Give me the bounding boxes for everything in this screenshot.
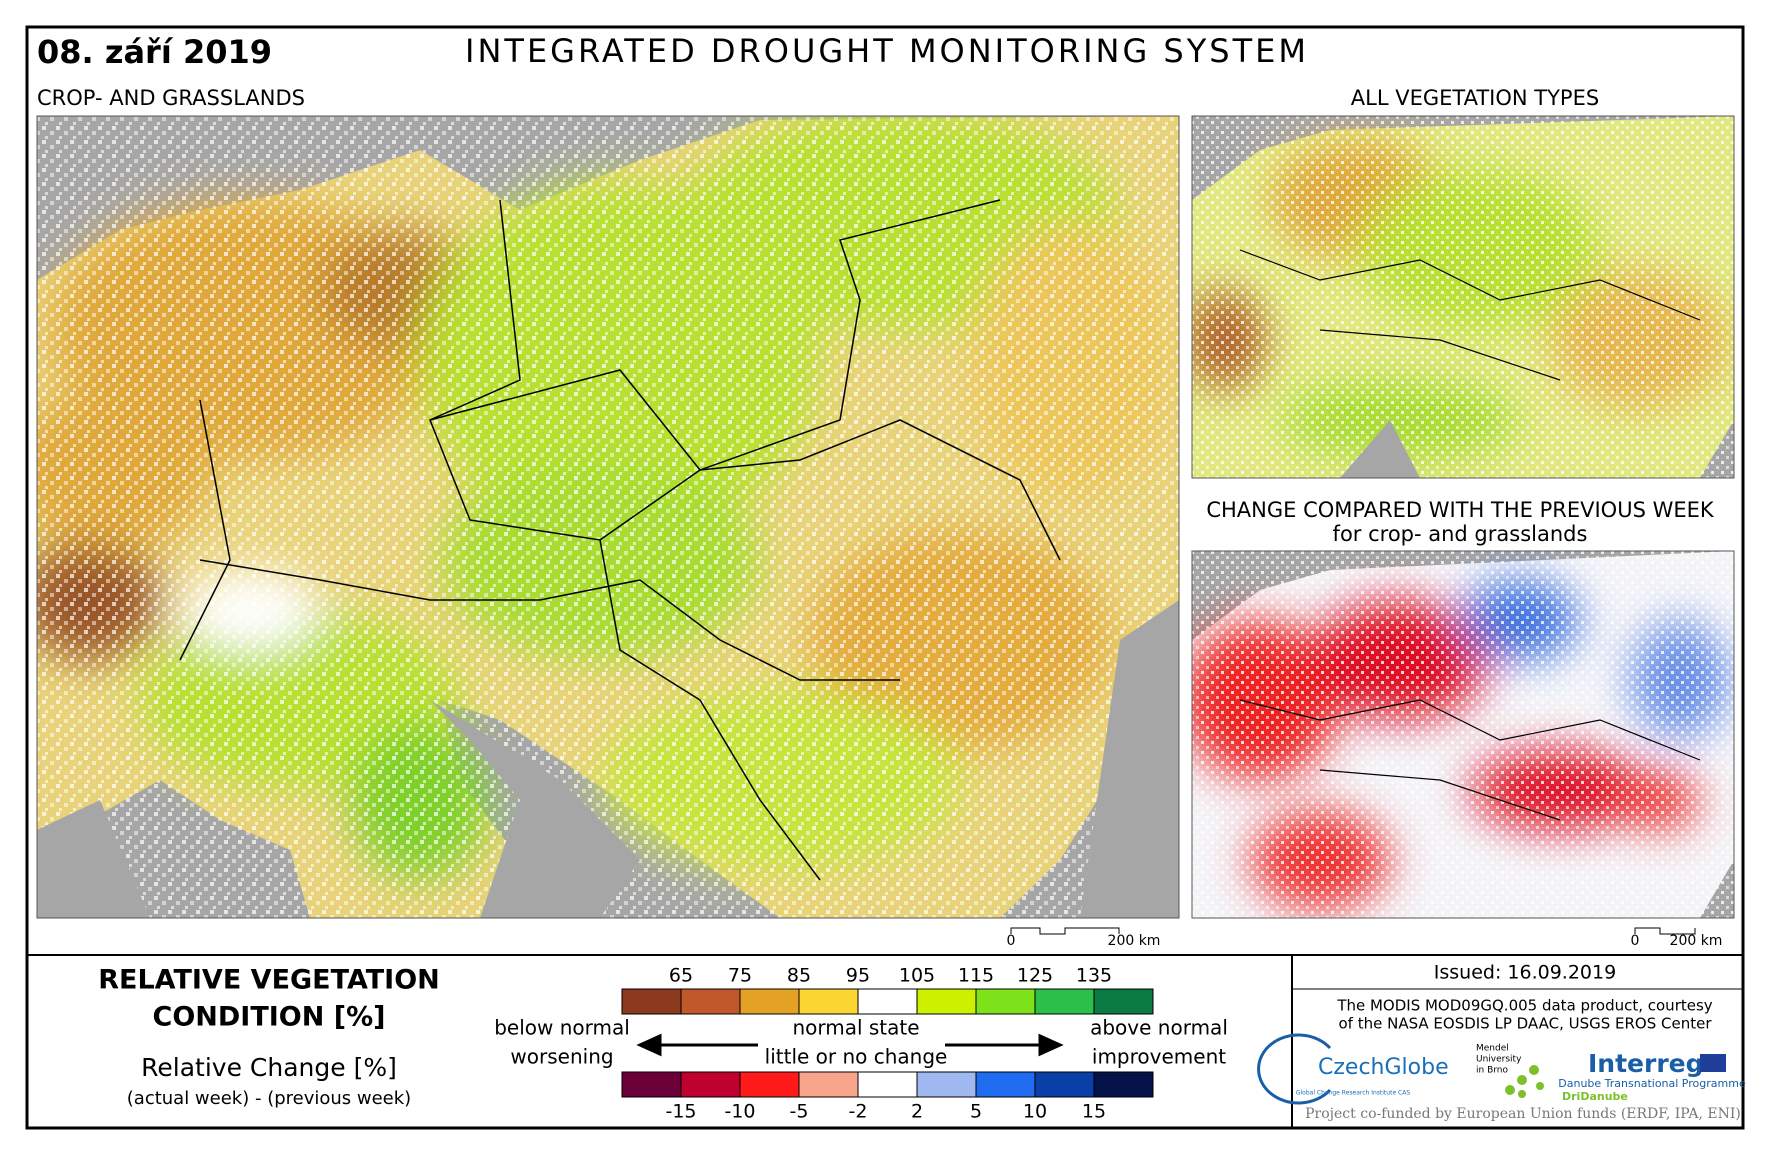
color-swatch	[857, 1071, 918, 1098]
legend-label: worsening	[510, 1045, 613, 1069]
logo-sub: Global Change Research Institute CAS	[1296, 1090, 1410, 1097]
logo-czechglobe: CzechGlobe	[1318, 1055, 1449, 1080]
legend-note: (actual week) - (previous week)	[127, 1088, 411, 1109]
scale-label: 200 km	[1108, 933, 1161, 949]
date: 08. září 2019	[37, 33, 272, 71]
eu-flag	[1700, 1054, 1726, 1072]
map-border	[36, 115, 1180, 919]
arrow	[636, 1033, 758, 1057]
legend-label: little or no change	[765, 1045, 948, 1069]
legend-subtitle: Relative Change [%]	[141, 1053, 397, 1082]
tick-label: 5	[970, 1101, 982, 1123]
color-swatch	[916, 1071, 977, 1098]
map-label: ALL VEGETATION TYPES	[1351, 86, 1599, 110]
color-swatch	[621, 1071, 682, 1098]
color-swatch	[680, 988, 741, 1015]
tick-label: 135	[1076, 965, 1112, 987]
title: INTEGRATED DROUGHT MONITORING SYSTEM	[465, 32, 1309, 70]
legend-label: improvement	[1092, 1045, 1226, 1069]
tick-label: 15	[1082, 1101, 1106, 1123]
vegetation-map	[1192, 116, 1734, 478]
color-swatch	[975, 1071, 1036, 1098]
issued: Issued: 16.09.2019	[1434, 962, 1616, 984]
color-swatch	[798, 988, 859, 1015]
arrow	[945, 1033, 1064, 1057]
color-swatch	[857, 988, 918, 1015]
map-label: CROP- AND GRASSLANDS	[37, 86, 305, 110]
tick-label: 75	[728, 965, 752, 987]
tick-label: -2	[849, 1101, 868, 1123]
legend-title: RELATIVE VEGETATION	[98, 965, 440, 996]
map-label: CHANGE COMPARED WITH THE PREVIOUS WEEK	[1206, 498, 1715, 522]
color-swatch	[1034, 988, 1095, 1015]
funding: Project co-funded by European Union fund…	[1305, 1106, 1741, 1122]
tick-label: 105	[899, 965, 935, 987]
logo-project: DriDanube	[1562, 1090, 1628, 1103]
logo-arc	[1257, 1033, 1332, 1105]
credit: of the NASA EOSDIS LP DAAC, USGS EROS Ce…	[1338, 1015, 1712, 1033]
scale-bar	[1634, 927, 1696, 935]
color-swatch	[739, 988, 800, 1015]
tick-label: 95	[846, 965, 870, 987]
tick-label: -5	[790, 1101, 809, 1123]
color-swatch	[739, 1071, 800, 1098]
color-swatch	[621, 988, 682, 1015]
scale-bar	[1010, 927, 1120, 935]
color-swatch	[1093, 1071, 1154, 1098]
tick-label: 115	[958, 965, 994, 987]
change-map	[1192, 551, 1734, 918]
map-border	[1191, 115, 1735, 479]
color-swatch	[1034, 1071, 1095, 1098]
logo-interreg: Interreg	[1588, 1049, 1704, 1078]
color-swatch	[798, 1071, 859, 1098]
legend-label: normal state	[792, 1016, 919, 1040]
tick-label: -15	[665, 1101, 696, 1123]
color-swatch	[916, 988, 977, 1015]
legend-label: below normal	[494, 1016, 630, 1040]
scale-label: 0	[1631, 933, 1640, 949]
main-map	[37, 116, 1179, 918]
color-swatch	[680, 1071, 741, 1098]
legend-title: CONDITION [%]	[153, 1002, 386, 1033]
tick-label: 65	[669, 965, 693, 987]
color-swatch	[1093, 988, 1154, 1015]
color-swatch	[975, 988, 1036, 1015]
legend-label: above normal	[1090, 1016, 1228, 1040]
scale-label: 200 km	[1670, 933, 1723, 949]
scale-label: 0	[1007, 933, 1016, 949]
map-sublabel: for crop- and grasslands	[1333, 522, 1588, 546]
tick-label: -10	[724, 1101, 755, 1123]
logo-mendel: Mendel	[1476, 1044, 1509, 1054]
logo-sub: Danube Transnational Programme	[1558, 1077, 1746, 1090]
logo-mendel: in Brno	[1476, 1066, 1508, 1076]
tick-label: 125	[1017, 965, 1053, 987]
tick-label: 2	[911, 1101, 923, 1123]
logo-dots	[1505, 1065, 1544, 1098]
credit: The MODIS MOD09GQ.005 data product, cour…	[1336, 997, 1712, 1015]
tick-label: 10	[1023, 1101, 1047, 1123]
map-border	[1191, 550, 1735, 919]
tick-label: 85	[787, 965, 811, 987]
logo-mendel: University	[1476, 1055, 1522, 1065]
